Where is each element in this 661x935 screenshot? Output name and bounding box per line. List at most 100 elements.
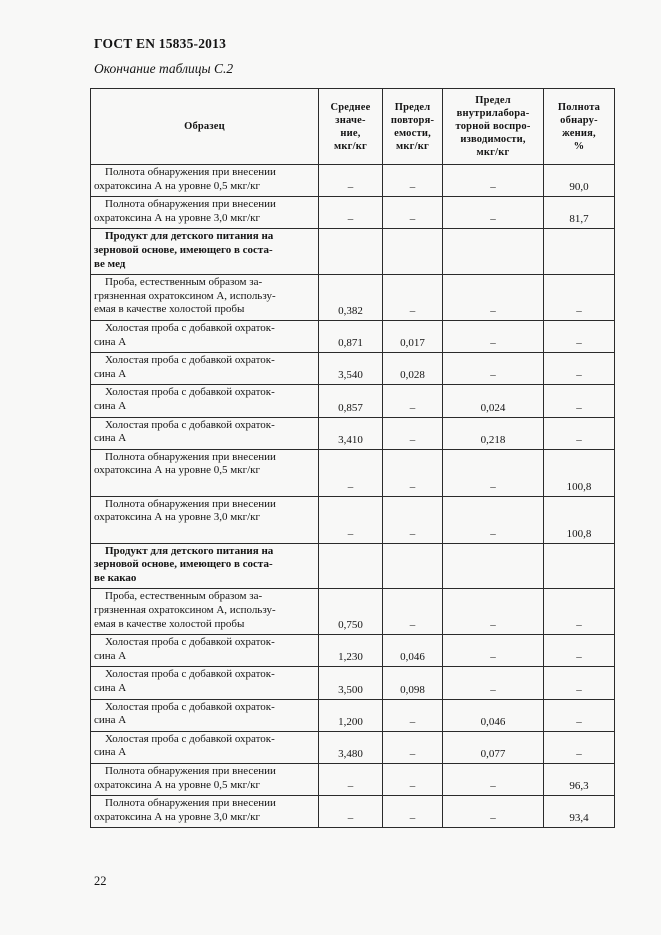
cell-recovery-percent xyxy=(543,228,615,276)
cell-reproducibility-limit: – xyxy=(442,352,544,386)
cell-reproducibility-limit: – xyxy=(442,274,544,321)
cell-sample: Холостая проба с добавкой охраток- сина … xyxy=(90,634,319,668)
table-row: Холостая проба с добавкой охраток- сина … xyxy=(90,730,615,765)
column-header-sample: Образец xyxy=(90,88,319,165)
cell-sample: Полнота обнаружения при внесении охраток… xyxy=(90,795,319,829)
cell-recovery-percent: – xyxy=(543,666,615,700)
cell-sample: Холостая проба с добавкой охраток- сина … xyxy=(90,416,319,450)
cell-sample: Полнота обнаружения при внесении охраток… xyxy=(90,448,319,497)
cell-mean-value: 3,500 xyxy=(318,666,383,700)
cell-mean-value: 0,857 xyxy=(318,384,383,418)
cell-reproducibility-limit xyxy=(442,542,544,590)
cell-repeatability-limit: – xyxy=(382,448,443,497)
cell-mean-value: 1,230 xyxy=(318,634,383,668)
cell-sample: Продукт для детского питания на зерновой… xyxy=(90,228,319,276)
cell-recovery-percent: – xyxy=(543,698,615,732)
cell-reproducibility-limit: – xyxy=(442,634,544,668)
table-row: Полнота обнаружения при внесении охраток… xyxy=(90,495,615,544)
cell-mean-value: 3,480 xyxy=(318,730,383,765)
cell-repeatability-limit: – xyxy=(382,730,443,765)
cell-repeatability-limit: – xyxy=(382,795,443,829)
cell-recovery-percent: 96,3 xyxy=(543,762,615,797)
cell-sample: Полнота обнаружения при внесении охраток… xyxy=(90,196,319,230)
table-row: Продукт для детского питания на зерновой… xyxy=(90,542,615,590)
cell-reproducibility-limit: 0,218 xyxy=(442,416,544,450)
page-number: 22 xyxy=(94,874,107,888)
cell-mean-value: 1,200 xyxy=(318,698,383,732)
cell-sample: Холостая проба с добавкой охраток- сина … xyxy=(90,730,319,765)
cell-repeatability-limit: – xyxy=(382,495,443,544)
table-row: Холостая проба с добавкой охраток- сина … xyxy=(90,352,615,386)
cell-sample: Проба, естественным образом за- грязненн… xyxy=(90,588,319,636)
column-header-reproducibility: Предел внутрилабора- торной воспро- изво… xyxy=(442,88,544,165)
table-row: Холостая проба с добавкой охраток- сина … xyxy=(90,416,615,450)
cell-sample: Холостая проба с добавкой охраток- сина … xyxy=(90,698,319,732)
cell-recovery-percent: 81,7 xyxy=(543,196,615,230)
cell-sample: Полнота обнаружения при внесении охраток… xyxy=(90,762,319,797)
cell-repeatability-limit: – xyxy=(382,588,443,636)
cell-recovery-percent: 90,0 xyxy=(543,163,615,198)
cell-repeatability-limit: – xyxy=(382,698,443,732)
cell-recovery-percent: – xyxy=(543,730,615,765)
cell-sample: Полнота обнаружения при внесении охраток… xyxy=(90,495,319,544)
cell-repeatability-limit: – xyxy=(382,274,443,321)
cell-sample: Холостая проба с добавкой охраток- сина … xyxy=(90,666,319,700)
cell-reproducibility-limit: 0,046 xyxy=(442,698,544,732)
table-row: Холостая проба с добавкой охраток- сина … xyxy=(90,698,615,732)
table-header: Образец Среднее значе- ние, мкг/кг Преде… xyxy=(90,88,615,165)
cell-recovery-percent: 100,8 xyxy=(543,495,615,544)
cell-reproducibility-limit: – xyxy=(442,588,544,636)
cell-recovery-percent: – xyxy=(543,416,615,450)
cell-reproducibility-limit: 0,077 xyxy=(442,730,544,765)
cell-mean-value: – xyxy=(318,196,383,230)
cell-recovery-percent: – xyxy=(543,352,615,386)
table-row: Полнота обнаружения при внесении охраток… xyxy=(90,163,615,198)
cell-reproducibility-limit: – xyxy=(442,319,544,354)
cell-mean-value: 0,382 xyxy=(318,274,383,321)
cell-mean-value: – xyxy=(318,163,383,198)
table-row: Полнота обнаружения при внесении охраток… xyxy=(90,762,615,797)
table-body: Полнота обнаружения при внесении охраток… xyxy=(90,163,615,829)
cell-repeatability-limit: – xyxy=(382,762,443,797)
cell-reproducibility-limit xyxy=(442,228,544,276)
cell-reproducibility-limit: 0,024 xyxy=(442,384,544,418)
cell-mean-value xyxy=(318,228,383,276)
cell-repeatability-limit: – xyxy=(382,384,443,418)
cell-mean-value: – xyxy=(318,495,383,544)
cell-sample: Холостая проба с добавкой охраток- сина … xyxy=(90,319,319,354)
cell-reproducibility-limit: – xyxy=(442,448,544,497)
cell-mean-value: 3,540 xyxy=(318,352,383,386)
table-row: Холостая проба с добавкой охраток- сина … xyxy=(90,384,615,418)
table-caption: Окончание таблицы С.2 xyxy=(94,61,234,76)
cell-mean-value: 0,871 xyxy=(318,319,383,354)
cell-mean-value: 3,410 xyxy=(318,416,383,450)
cell-recovery-percent xyxy=(543,542,615,590)
cell-sample: Полнота обнаружения при внесении охраток… xyxy=(90,163,319,198)
cell-repeatability-limit xyxy=(382,542,443,590)
table-row: Продукт для детского питания на зерновой… xyxy=(90,228,615,276)
table-row: Холостая проба с добавкой охраток- сина … xyxy=(90,319,615,354)
cell-repeatability-limit: 0,046 xyxy=(382,634,443,668)
cell-mean-value xyxy=(318,542,383,590)
column-header-recovery: Полнота обнару- жения, % xyxy=(543,88,615,165)
cell-repeatability-limit: – xyxy=(382,163,443,198)
cell-sample: Проба, естественным образом за- грязненн… xyxy=(90,274,319,321)
cell-sample: Холостая проба с добавкой охраток- сина … xyxy=(90,352,319,386)
table-row: Проба, естественным образом за- грязненн… xyxy=(90,588,615,636)
table-row: Холостая проба с добавкой охраток- сина … xyxy=(90,634,615,668)
table-row: Холостая проба с добавкой охраток- сина … xyxy=(90,666,615,700)
cell-recovery-percent: – xyxy=(543,319,615,354)
cell-mean-value: 0,750 xyxy=(318,588,383,636)
table-header-row: Образец Среднее значе- ние, мкг/кг Преде… xyxy=(90,88,615,165)
cell-repeatability-limit: 0,098 xyxy=(382,666,443,700)
cell-recovery-percent: – xyxy=(543,384,615,418)
cell-mean-value: – xyxy=(318,795,383,829)
table-row: Полнота обнаружения при внесении охраток… xyxy=(90,196,615,230)
table-row: Проба, естественным образом за- грязненн… xyxy=(90,274,615,321)
cell-reproducibility-limit: – xyxy=(442,196,544,230)
cell-recovery-percent: – xyxy=(543,634,615,668)
cell-repeatability-limit: – xyxy=(382,196,443,230)
cell-recovery-percent: 93,4 xyxy=(543,795,615,829)
cell-reproducibility-limit: – xyxy=(442,495,544,544)
cell-reproducibility-limit: – xyxy=(442,163,544,198)
